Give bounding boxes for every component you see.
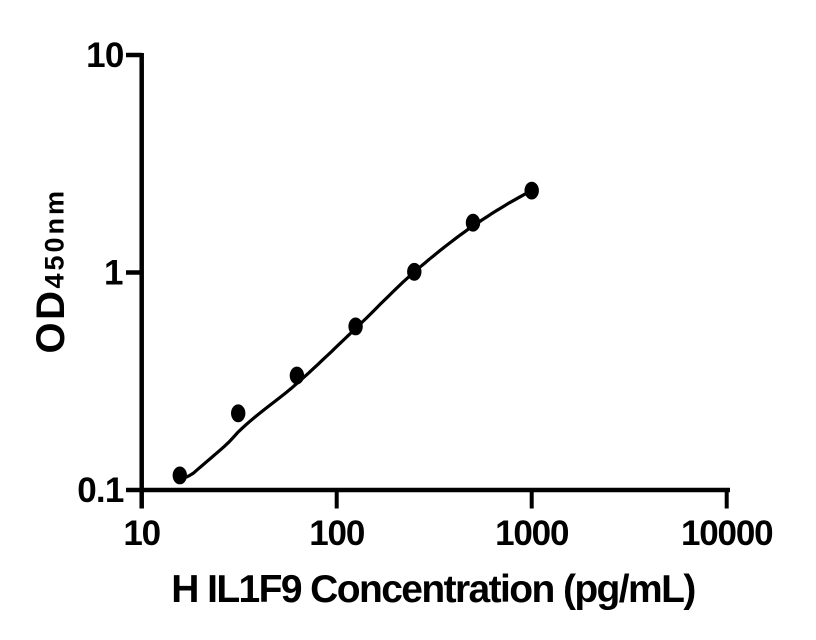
svg-text:1: 1 bbox=[104, 254, 123, 293]
svg-text:0.1: 0.1 bbox=[77, 471, 124, 510]
svg-text:10: 10 bbox=[86, 36, 124, 75]
svg-text:100: 100 bbox=[309, 514, 365, 553]
svg-text:10000: 10000 bbox=[681, 514, 773, 553]
svg-text:H IL1F9 Concentration (pg/mL): H IL1F9 Concentration (pg/mL) bbox=[171, 568, 695, 611]
svg-text:10: 10 bbox=[123, 514, 160, 553]
svg-text:1000: 1000 bbox=[495, 514, 569, 553]
